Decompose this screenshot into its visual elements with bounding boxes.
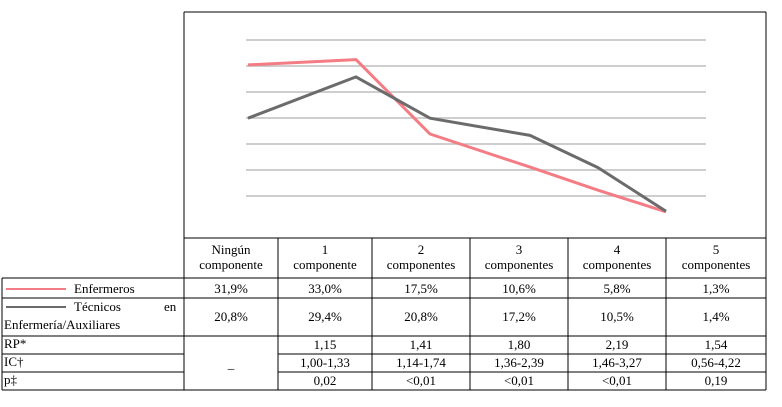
legend-label-tecnicos-b: en: [164, 299, 177, 314]
series-1-value-0: 20,8%: [214, 309, 248, 324]
header-cat-5: 5 componentes: [681, 242, 751, 272]
series-0-value-0: 31,9%: [214, 281, 248, 296]
series-line-1: [247, 75, 667, 213]
merged-cell-value: _: [227, 356, 235, 371]
stat-row-1-value-0: 1,00-1,33: [300, 355, 350, 370]
stat-row-0-value-0: 1,15: [313, 337, 337, 352]
series-0-value-2: 17,5%: [404, 281, 438, 296]
legend-swatch-enfermeros: [6, 288, 66, 290]
stat-row-1-value-1: 1,14-1,74: [396, 355, 446, 370]
header-cat-4: 4 componentes: [582, 242, 652, 272]
stat-row-2-value-4: 0,19: [704, 373, 728, 388]
legend-swatch-tecnicos: [6, 306, 66, 308]
legend-label-tecnicos-c: Enfermería/Auxiliares: [4, 317, 121, 332]
header-cat-3: 3 componentes: [484, 242, 554, 272]
header-cat-1: 1 componente: [293, 242, 357, 272]
series-1-value-5: 1,4%: [702, 309, 730, 324]
series-0-value-3: 10,6%: [502, 281, 536, 296]
stat-row-1-value-4: 0,56-4,22: [691, 355, 741, 370]
series-1-value-3: 17,2%: [502, 309, 536, 324]
stat-row-2-value-3: <0,01: [601, 373, 633, 388]
legend-label-enfermeros: Enfermeros: [74, 281, 135, 296]
gridlines: [246, 39, 706, 197]
stat-row-2-value-0: 0,02: [313, 373, 337, 388]
stat-row-0-value-1: 1,41: [409, 337, 433, 352]
header-cat-0: Ningún componente: [199, 242, 263, 272]
row-label-p: p‡: [4, 372, 17, 387]
series-0-value-5: 1,3%: [702, 281, 730, 296]
table-borders: [1, 11, 767, 391]
stat-row-0-value-3: 2,19: [605, 337, 629, 352]
series-1-value-1: 29,4%: [308, 309, 342, 324]
stat-row-1-value-3: 1,46-3,27: [592, 355, 642, 370]
legend-label-tecnicos-a: Técnicos: [74, 299, 121, 314]
stat-row-2-value-2: <0,01: [503, 373, 535, 388]
series-line-0: [247, 58, 667, 214]
row-label-ic: IC†: [4, 354, 24, 369]
series-layer: [247, 58, 667, 214]
row-label-rp: RP*: [4, 336, 27, 351]
stat-row-1-value-2: 1,36-2,39: [494, 355, 544, 370]
header-cat-2: 2 componentes: [386, 242, 456, 272]
stat-row-2-value-1: <0,01: [405, 373, 437, 388]
stat-row-0-value-2: 1,80: [507, 337, 531, 352]
series-0-value-1: 33,0%: [308, 281, 342, 296]
series-1-value-4: 10,5%: [600, 309, 634, 324]
series-1-value-2: 20,8%: [404, 309, 438, 324]
series-0-value-4: 5,8%: [603, 281, 631, 296]
stat-row-0-value-4: 1,54: [704, 337, 728, 352]
